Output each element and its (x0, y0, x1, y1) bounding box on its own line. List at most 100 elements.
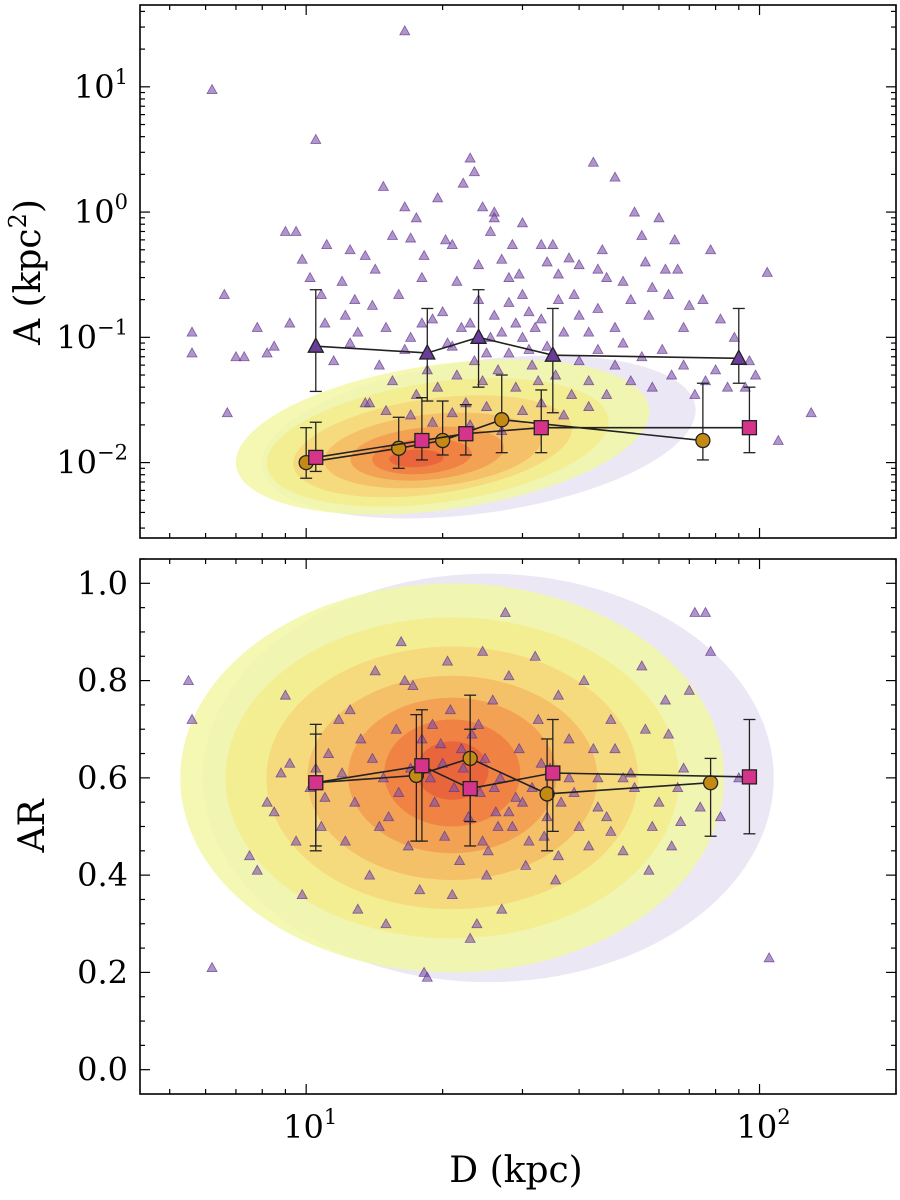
scatter-point (462, 810, 475, 822)
scatter-point (506, 820, 519, 831)
scatter-point (643, 864, 655, 875)
scatter-point (552, 268, 565, 279)
scatter-point (230, 350, 242, 362)
scatter-point (390, 723, 402, 734)
scatter-point (186, 713, 198, 724)
bottom-x-tick-labels: 101 102 (283, 1105, 790, 1146)
bottom-y-axis-label: AR (12, 799, 53, 854)
top-axis-ticks (140, 5, 897, 538)
scatter-point (251, 864, 263, 875)
scatter-point (573, 354, 585, 366)
y-tick-label: 0.2 (77, 953, 128, 991)
scatter-point (578, 674, 590, 685)
scatter-point (352, 326, 364, 337)
scatter-point (617, 772, 629, 783)
scatter-point (480, 869, 493, 880)
scatter-point (609, 171, 621, 182)
scatter-point (573, 309, 585, 320)
scatter-point (510, 317, 522, 328)
scatter-point (552, 849, 565, 861)
scatter-point (366, 752, 379, 763)
squares-marker (308, 449, 324, 466)
scatter-point (426, 416, 439, 427)
scatter-point (563, 252, 575, 263)
scatter-point (496, 903, 508, 914)
triangles-marker (418, 343, 436, 360)
scatter-point (468, 354, 481, 366)
scatter-point (479, 752, 491, 763)
scatter-point (457, 762, 469, 773)
scatter-point (369, 665, 381, 676)
scatter-point (344, 703, 356, 715)
scatter-point (355, 733, 367, 744)
bottom-binned-series (308, 694, 758, 852)
scatter-point (488, 309, 500, 320)
scatter-point (279, 225, 292, 236)
scatter-point (516, 404, 529, 416)
scatter-point (352, 903, 364, 914)
scatter-point (639, 256, 652, 267)
scatter-point (625, 293, 637, 305)
scatter-point (772, 434, 784, 445)
scatter-point (251, 321, 263, 332)
scatter-point (529, 321, 541, 332)
circles-marker (539, 786, 555, 802)
scatter-point (728, 331, 741, 342)
scatter-point (446, 888, 458, 899)
scatter-point (472, 718, 485, 729)
scatter-point (565, 388, 578, 399)
scatter-point (261, 347, 273, 358)
scatter-point (743, 354, 756, 366)
scatter-point (592, 302, 604, 313)
scatter-point (290, 835, 302, 846)
scatter-point (694, 801, 706, 812)
y-tick-label: 0.4 (77, 856, 128, 894)
scatter-point (446, 406, 458, 418)
scatter-point (484, 225, 497, 236)
triangles-marker (307, 336, 325, 353)
scatter-point (683, 684, 695, 695)
scatter-point (665, 369, 678, 380)
top-scatter-points (186, 24, 817, 445)
scatter-point (535, 313, 547, 324)
y-tick-label: 0.8 (77, 662, 128, 700)
scatter-point (600, 810, 613, 822)
scatter-point (441, 655, 454, 666)
scatter-point (424, 772, 437, 783)
scatter-point (520, 859, 532, 870)
scatter-point (605, 825, 617, 836)
scatter-point (677, 321, 690, 332)
scatter-point (526, 359, 538, 370)
squares-marker (533, 420, 549, 436)
scatter-point (583, 326, 595, 337)
scatter-point (426, 718, 439, 729)
scatter-point (434, 737, 447, 749)
scatter-point (552, 689, 565, 700)
scatter-point (410, 211, 423, 223)
scatter-point (377, 180, 390, 191)
scatter-point (404, 331, 417, 342)
scatter-point (310, 133, 322, 144)
scatter-point (592, 343, 604, 354)
scatter-point (261, 796, 273, 807)
circles-marker (695, 432, 711, 449)
scatter-point (344, 337, 356, 348)
scatter-point (448, 781, 460, 792)
scatter-point (421, 971, 433, 982)
top-binned-series (298, 289, 758, 479)
y-tick-label: 101 (74, 65, 128, 106)
scatter-point (617, 275, 629, 286)
scatter-point (395, 635, 407, 647)
circles-marker (434, 432, 451, 449)
bottom-panel: 0.0 0.2 0.4 0.6 0.8 1.0 101 102 AR D (kpc) (12, 558, 897, 1191)
scatter-point (464, 152, 476, 163)
scatter-point (182, 674, 195, 685)
y-tick-label: 0.0 (77, 1051, 128, 1089)
scatter-point (568, 288, 580, 299)
scatter-point (206, 961, 218, 972)
scatter-point (669, 234, 681, 245)
scatter-point (319, 791, 331, 802)
scatter-point (453, 854, 466, 865)
scatter-point (672, 263, 684, 274)
scatter-point (476, 835, 489, 846)
